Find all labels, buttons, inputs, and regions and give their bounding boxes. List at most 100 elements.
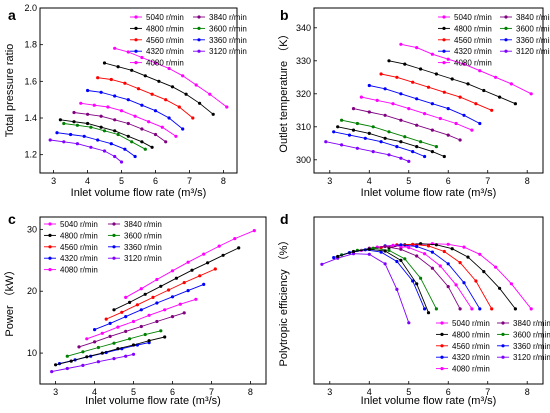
series-line-3-8 xyxy=(321,253,410,323)
data-point xyxy=(399,140,403,144)
data-point xyxy=(340,143,344,147)
data-point xyxy=(120,310,124,314)
data-point xyxy=(494,265,498,269)
data-point xyxy=(136,87,141,91)
x-tick-label: 3 xyxy=(53,387,58,397)
data-point xyxy=(123,81,127,85)
series-line-2-0 xyxy=(125,230,255,298)
data-point xyxy=(458,261,462,265)
y-axis: 300 310 320 330 340 xyxy=(296,23,317,165)
legend-item: 4560 r/min xyxy=(436,342,490,351)
series-line-0-2 xyxy=(97,77,194,119)
y-tick-label: 1.6 xyxy=(24,76,37,86)
data-point xyxy=(423,307,427,311)
data-point xyxy=(415,46,419,50)
x-tick-label: 8 xyxy=(248,387,253,397)
legend-marker xyxy=(48,222,52,226)
data-point xyxy=(186,260,190,264)
data-point xyxy=(93,340,97,344)
data-point xyxy=(58,118,63,122)
legend-item: 5040 r/min xyxy=(436,319,490,328)
legend-item: 4800 r/min xyxy=(438,24,492,33)
data-point xyxy=(81,350,85,354)
panel-letter: b xyxy=(280,7,289,23)
data-point xyxy=(77,345,81,349)
data-point xyxy=(159,329,163,333)
legend-label: 3360 r/min xyxy=(516,36,550,45)
data-point xyxy=(89,145,93,149)
plot-frame xyxy=(313,216,544,385)
data-point xyxy=(213,267,217,271)
data-point xyxy=(139,287,143,291)
legend-marker xyxy=(112,222,116,226)
series-line-2-3 xyxy=(94,283,204,331)
legend-item: 4080 r/min xyxy=(44,266,98,275)
data-point xyxy=(399,243,403,247)
data-point xyxy=(202,252,206,256)
data-point xyxy=(112,308,116,312)
data-point xyxy=(177,105,181,109)
data-point xyxy=(221,253,225,257)
data-point xyxy=(446,133,450,137)
data-point xyxy=(164,98,168,102)
legend-label: 3600 r/min xyxy=(516,24,550,33)
legend-item: 3360 r/min xyxy=(497,342,550,351)
data-point xyxy=(128,337,132,341)
data-point xyxy=(379,250,383,254)
data-point xyxy=(355,146,359,150)
data-point xyxy=(62,140,66,144)
data-point xyxy=(116,325,120,329)
data-point xyxy=(170,295,175,299)
legend-label: 3840 r/min xyxy=(209,13,247,22)
y-tick-label: 30 xyxy=(27,224,37,234)
legend-item: 4080 r/min xyxy=(436,365,490,374)
legend-item: 3360 r/min xyxy=(193,36,247,45)
legend-label: 3120 r/min xyxy=(516,47,550,56)
legend-marker xyxy=(134,49,138,53)
data-point xyxy=(151,295,155,299)
legend-marker xyxy=(112,256,116,260)
panel-b: 3 4 5 6 7 8 300 310 320 330 340 Inlet volume flow r… xyxy=(277,7,550,199)
data-point xyxy=(99,90,103,94)
x-axis-title: Inlet volume flow rate (m³/s) xyxy=(85,395,221,407)
x-tick-label: 7 xyxy=(485,176,490,186)
x-tick-label: 8 xyxy=(221,176,226,186)
data-point xyxy=(430,150,434,154)
data-point xyxy=(419,276,423,280)
data-point xyxy=(351,252,356,256)
data-point xyxy=(50,370,54,374)
data-point xyxy=(139,324,143,329)
x-tick-label: 4 xyxy=(367,176,372,186)
data-point xyxy=(407,107,411,111)
data-point xyxy=(208,92,212,96)
data-point xyxy=(387,130,391,134)
legend: 5040 r/min 4800 r/min 4560 r/min 4320 r/min… xyxy=(44,220,162,275)
data-point xyxy=(430,128,434,132)
data-point xyxy=(395,259,399,264)
data-point xyxy=(217,244,221,248)
data-point xyxy=(174,276,178,280)
legend-marker xyxy=(48,233,52,237)
data-point xyxy=(395,75,399,79)
data-point xyxy=(167,66,171,71)
legend-marker xyxy=(440,321,444,325)
data-point xyxy=(69,132,73,137)
data-point xyxy=(367,131,371,135)
y-tick-label: 300 xyxy=(296,155,311,165)
y-tick-label: 1.2 xyxy=(24,150,37,160)
data-point xyxy=(116,65,120,69)
legend-marker xyxy=(442,61,446,65)
data-point xyxy=(160,125,164,129)
legend-marker xyxy=(504,49,508,53)
legend-marker xyxy=(442,49,446,53)
legend-item: 3600 r/min xyxy=(497,330,550,339)
legend-label: 3360 r/min xyxy=(209,36,247,45)
data-point xyxy=(470,128,474,132)
legend-item: 4560 r/min xyxy=(438,36,492,45)
data-point xyxy=(430,52,434,56)
y-tick-label: 2.0 xyxy=(24,3,37,13)
y-axis-title: Power （kW） xyxy=(3,264,16,336)
data-point xyxy=(446,262,450,266)
data-point xyxy=(336,125,340,129)
data-point xyxy=(96,138,100,142)
